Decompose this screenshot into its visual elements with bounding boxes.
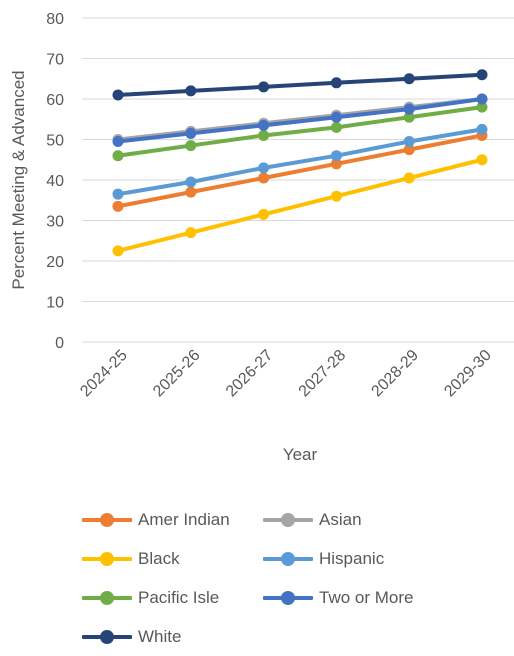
data-point [185,176,197,188]
data-point [476,69,488,81]
data-point [403,73,415,85]
legend-item: Pacific Isle [82,588,263,608]
legend-row: White [82,617,502,656]
legend-item: White [82,627,263,647]
data-point [112,89,124,101]
legend-item: Hispanic [263,549,444,569]
data-point [403,144,415,156]
x-axis-tick-labels: 2024-25 2025-26 2026-27 2027-28 2028-29 2029-… [77,347,495,401]
series-white [112,69,488,101]
data-point [330,158,342,170]
legend-item: Asian [263,510,444,530]
legend-item: Amer Indian [82,510,263,530]
data-point [403,136,415,148]
x-tick-label: 2029-30 [441,347,495,401]
y-tick-label: 60 [46,92,64,109]
legend-item: Two or More [263,588,444,608]
y-tick-label: 80 [46,11,64,28]
x-axis-title: Year [283,445,318,464]
series-line [116,127,484,197]
series-line [116,72,484,97]
x-tick-label: 2024-25 [77,347,131,401]
y-tick-label: 50 [46,133,64,150]
legend-row: Pacific Isle Two or More [82,578,502,617]
data-point [112,200,124,212]
legend-label: Hispanic [319,548,385,568]
y-tick-label: 70 [46,52,64,69]
data-point [112,136,124,148]
chart-legend: Amer Indian Asian Black Hispanic Pacific Isl… [82,500,502,656]
series-hispanic [112,123,488,200]
data-point [476,123,488,135]
data-point [476,154,488,166]
legend-row: Black Hispanic [82,539,502,578]
legend-swatch [263,551,313,566]
data-point [185,127,197,139]
data-point [258,129,270,141]
y-tick-label: 40 [46,173,64,190]
data-point [112,245,124,257]
data-point [330,190,342,202]
legend-swatch [82,629,132,644]
data-point [403,111,415,123]
legend-swatch [263,590,313,605]
data-point [185,140,197,152]
series-black [112,154,488,257]
series-line [116,97,484,144]
data-point [185,186,197,198]
data-point [258,172,270,184]
data-point [258,119,270,131]
y-tick-label: 20 [46,254,64,271]
x-tick-label: 2027-28 [296,347,350,401]
data-series [112,69,488,257]
legend-swatch [82,512,132,527]
x-tick-label: 2028-29 [368,347,422,401]
y-axis-tick-labels: 0 10 20 30 40 50 60 70 80 [46,11,64,352]
legend-row: Amer Indian Asian [82,500,502,539]
legend-label: Black [138,548,180,568]
data-point [112,150,124,162]
series-line [116,133,484,209]
series-line [116,157,484,253]
series-two-or-more [112,93,488,148]
y-tick-label: 30 [46,214,64,231]
legend-label: Two or More [319,587,414,607]
x-tick-label: 2025-26 [150,347,204,401]
gridlines [82,17,514,343]
series-amer-indian [112,129,488,212]
legend-swatch [82,590,132,605]
data-point [476,93,488,105]
legend-label: White [138,626,182,646]
data-point [258,81,270,93]
data-point [185,85,197,97]
y-tick-label: 0 [55,335,64,352]
data-point [403,172,415,184]
series-line [116,105,484,158]
data-point [403,103,415,115]
data-point [330,111,342,123]
data-point [112,188,124,200]
data-point [258,162,270,174]
legend-label: Amer Indian [138,509,230,529]
data-point [330,121,342,133]
data-point [330,77,342,89]
legend-label: Pacific Isle [138,587,220,607]
legend-swatch [263,512,313,527]
data-point [330,150,342,162]
legend-swatch [82,551,132,566]
legend-item: Black [82,549,263,569]
data-point [476,101,488,113]
data-point [185,227,197,239]
data-point [258,208,270,220]
x-tick-label: 2026-27 [223,347,277,401]
y-axis-title: Percent Meeting & Advanced [9,70,28,289]
y-tick-label: 10 [46,295,64,312]
series-pacific-isle [112,101,488,162]
legend-label: Asian [319,509,362,529]
